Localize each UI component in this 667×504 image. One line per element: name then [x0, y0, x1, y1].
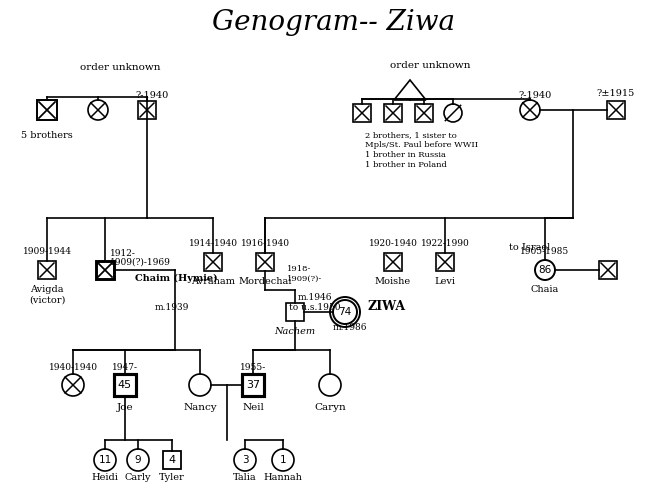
- Text: Heidi: Heidi: [91, 473, 119, 482]
- Bar: [384, 253, 402, 271]
- Text: 1916-1940: 1916-1940: [241, 239, 289, 248]
- Bar: [96, 261, 114, 279]
- Text: Avigda: Avigda: [30, 285, 64, 294]
- Text: Chaia: Chaia: [531, 285, 559, 294]
- Text: ZIWA: ZIWA: [367, 300, 405, 313]
- Text: to Israel: to Israel: [510, 243, 551, 253]
- Text: Talia: Talia: [233, 473, 257, 482]
- Text: 9: 9: [135, 455, 141, 465]
- Text: 1 brother in Poland: 1 brother in Poland: [365, 161, 447, 169]
- Text: m.1939: m.1939: [155, 302, 189, 311]
- Text: Carly: Carly: [125, 473, 151, 482]
- Bar: [38, 261, 56, 279]
- Text: 45: 45: [118, 380, 132, 390]
- Text: 1: 1: [279, 455, 286, 465]
- Text: Avraham: Avraham: [191, 278, 235, 286]
- Text: 3: 3: [241, 455, 248, 465]
- Bar: [37, 100, 57, 120]
- Text: ?±1915: ?±1915: [597, 89, 635, 97]
- Text: ?-1940: ?-1940: [135, 91, 169, 99]
- Text: 4: 4: [169, 455, 175, 465]
- Text: Caryn: Caryn: [314, 403, 346, 411]
- Bar: [163, 451, 181, 469]
- Text: Levi: Levi: [434, 278, 456, 286]
- Bar: [256, 253, 274, 271]
- Text: Genogram-- Ziwa: Genogram-- Ziwa: [211, 9, 454, 35]
- Text: Nancy: Nancy: [183, 403, 217, 411]
- Text: 1940-1940: 1940-1940: [49, 363, 97, 372]
- Text: 1955-: 1955-: [240, 362, 266, 371]
- Text: order unknown: order unknown: [390, 60, 470, 70]
- Text: m.1986: m.1986: [333, 323, 368, 332]
- Bar: [415, 104, 433, 122]
- Bar: [242, 374, 264, 396]
- Bar: [599, 261, 617, 279]
- Text: 1909(?)-: 1909(?)-: [287, 275, 322, 283]
- Text: order unknown: order unknown: [80, 64, 160, 73]
- Text: 86: 86: [538, 265, 552, 275]
- Text: 1918-: 1918-: [287, 265, 311, 273]
- Bar: [607, 101, 625, 119]
- Text: Chaim (Hymie): Chaim (Hymie): [135, 274, 217, 283]
- Bar: [204, 253, 222, 271]
- Text: 2 brothers, 1 sister to: 2 brothers, 1 sister to: [365, 131, 457, 139]
- Text: Joe: Joe: [117, 403, 133, 411]
- Text: m.1946: m.1946: [297, 292, 332, 301]
- Text: to u.s.1950: to u.s.1950: [289, 303, 341, 312]
- Text: Neil: Neil: [242, 403, 264, 411]
- Text: 11: 11: [98, 455, 111, 465]
- Text: 1922-1990: 1922-1990: [421, 239, 470, 248]
- Bar: [138, 101, 156, 119]
- Text: 74: 74: [338, 307, 352, 317]
- Text: 1909-1944: 1909-1944: [23, 247, 71, 257]
- Bar: [436, 253, 454, 271]
- Text: Nachem: Nachem: [274, 328, 315, 337]
- Text: Mpls/St. Paul before WWII: Mpls/St. Paul before WWII: [365, 141, 478, 149]
- Text: 1947-: 1947-: [112, 362, 138, 371]
- Text: Hannah: Hannah: [263, 473, 302, 482]
- Text: (victor): (victor): [29, 295, 65, 304]
- Text: 1909(?)-1969: 1909(?)-1969: [110, 258, 171, 267]
- Text: 1 brother in Russia: 1 brother in Russia: [365, 151, 446, 159]
- Bar: [114, 374, 136, 396]
- Bar: [353, 104, 371, 122]
- Text: 1905-1985: 1905-1985: [520, 247, 570, 257]
- Text: 37: 37: [246, 380, 260, 390]
- Text: Tyler: Tyler: [159, 473, 185, 482]
- Bar: [384, 104, 402, 122]
- Text: Moishe: Moishe: [375, 278, 411, 286]
- Bar: [286, 303, 304, 321]
- Text: 5 brothers: 5 brothers: [21, 131, 73, 140]
- Text: Mordechai: Mordechai: [238, 278, 291, 286]
- Text: 1920-1940: 1920-1940: [369, 239, 418, 248]
- Text: 1912-: 1912-: [110, 248, 136, 258]
- Text: ?-1940: ?-1940: [518, 91, 552, 99]
- Text: 1914-1940: 1914-1940: [189, 239, 237, 248]
